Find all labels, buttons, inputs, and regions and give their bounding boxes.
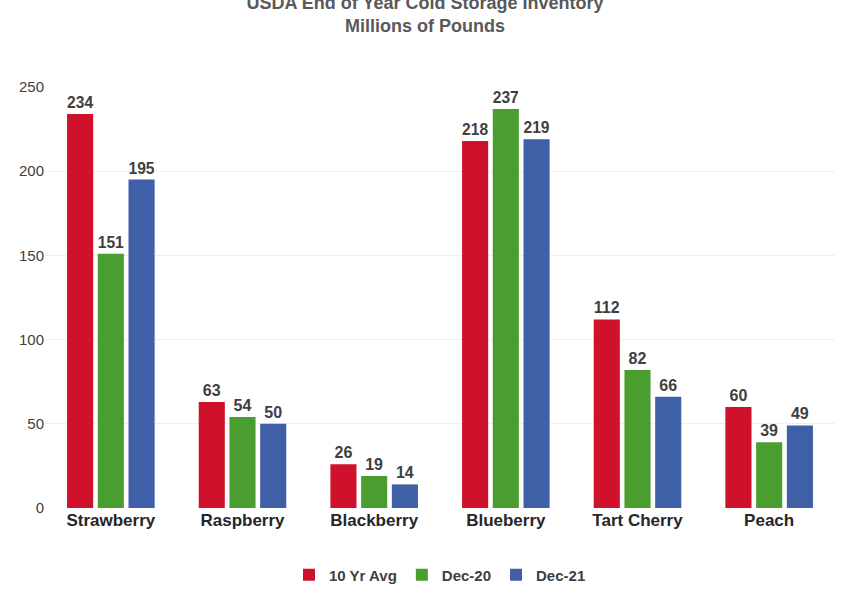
svg-text:250: 250 <box>19 78 44 95</box>
svg-text:82: 82 <box>629 350 647 367</box>
svg-text:Dec-21: Dec-21 <box>536 567 585 584</box>
svg-text:Peach: Peach <box>744 511 794 530</box>
svg-text:237: 237 <box>493 89 519 106</box>
svg-text:100: 100 <box>19 331 44 348</box>
svg-text:39: 39 <box>760 422 778 439</box>
svg-text:Blueberry: Blueberry <box>466 511 546 530</box>
svg-text:60: 60 <box>729 387 747 404</box>
svg-text:19: 19 <box>365 456 383 473</box>
svg-text:49: 49 <box>791 405 809 422</box>
svg-text:Tart Cherry: Tart Cherry <box>592 511 683 530</box>
svg-text:150: 150 <box>19 247 44 264</box>
svg-text:54: 54 <box>234 397 252 414</box>
svg-text:Strawberry: Strawberry <box>66 511 155 530</box>
svg-text:112: 112 <box>594 299 620 316</box>
svg-text:50: 50 <box>264 404 282 421</box>
svg-text:14: 14 <box>396 464 414 481</box>
svg-text:63: 63 <box>203 382 221 399</box>
svg-text:Raspberry: Raspberry <box>200 511 285 530</box>
svg-text:0: 0 <box>36 499 44 516</box>
svg-text:26: 26 <box>334 444 352 461</box>
svg-text:218: 218 <box>462 121 488 138</box>
svg-text:195: 195 <box>129 160 155 177</box>
svg-text:219: 219 <box>524 119 550 136</box>
svg-text:151: 151 <box>98 234 124 251</box>
svg-text:Dec-20: Dec-20 <box>442 567 491 584</box>
svg-text:66: 66 <box>659 377 677 394</box>
svg-text:234: 234 <box>67 94 93 111</box>
svg-text:200: 200 <box>19 162 44 179</box>
svg-text:10 Yr Avg: 10 Yr Avg <box>329 567 397 584</box>
svg-text:Blackberry: Blackberry <box>330 511 418 530</box>
svg-text:50: 50 <box>27 415 44 432</box>
svg-text:USDA End of Year Cold Storage: USDA End of Year Cold Storage InventoryM… <box>246 0 603 36</box>
